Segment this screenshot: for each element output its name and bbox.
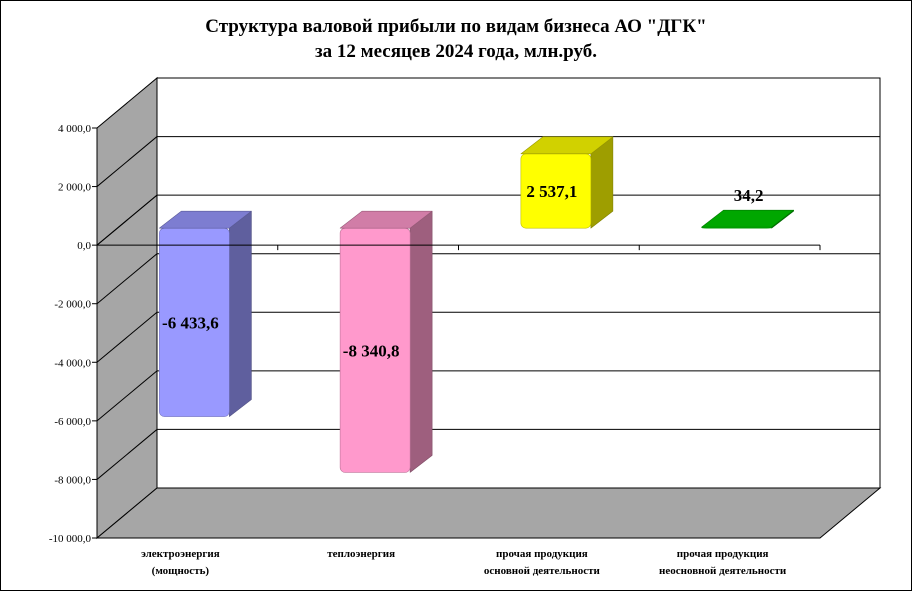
y-tick-label: 2 000,0 bbox=[58, 182, 92, 194]
data-label: -6 433,6 bbox=[162, 313, 219, 332]
gridline-side bbox=[96, 136, 158, 187]
bar-top bbox=[339, 210, 433, 229]
y-tick-label: -10 000,0 bbox=[49, 533, 92, 545]
gridline-side bbox=[96, 253, 158, 305]
bar-side bbox=[409, 210, 433, 473]
side-wall bbox=[96, 76, 158, 540]
bar-top bbox=[159, 210, 252, 229]
x-tick-label: прочая продукция неосновной деятельности bbox=[659, 548, 787, 577]
x-tick-label: электроэнергия (мощность) bbox=[141, 548, 220, 577]
gridline-side bbox=[96, 370, 158, 422]
y-tick-label: -4 000,0 bbox=[54, 357, 91, 369]
data-label: -8 340,8 bbox=[343, 341, 400, 360]
bar-top bbox=[701, 209, 794, 228]
zero-axis-side bbox=[96, 194, 158, 246]
y-tick-label: -6 000,0 bbox=[54, 416, 91, 428]
chart-title: Структура валовой прибыли по видам бизне… bbox=[205, 16, 707, 62]
x-tick-label: прочая продукция основной деятельности bbox=[484, 548, 601, 577]
x-tick-label: теплоэнергия bbox=[327, 548, 395, 560]
y-tick-label: -2 000,0 bbox=[54, 299, 91, 311]
data-label: 34,2 bbox=[734, 186, 764, 205]
bar-top bbox=[520, 136, 614, 155]
data-label: 2 537,1 bbox=[526, 182, 577, 201]
floor bbox=[95, 487, 882, 539]
y-tick-label: 0,0 bbox=[77, 240, 91, 252]
y-tick-label: 4 000,0 bbox=[58, 123, 92, 135]
back-wall bbox=[156, 77, 881, 489]
bar-side bbox=[229, 210, 252, 417]
y-tick-label: -8 000,0 bbox=[54, 474, 91, 486]
gridline-side bbox=[96, 429, 158, 480]
gridline-side bbox=[96, 311, 158, 363]
